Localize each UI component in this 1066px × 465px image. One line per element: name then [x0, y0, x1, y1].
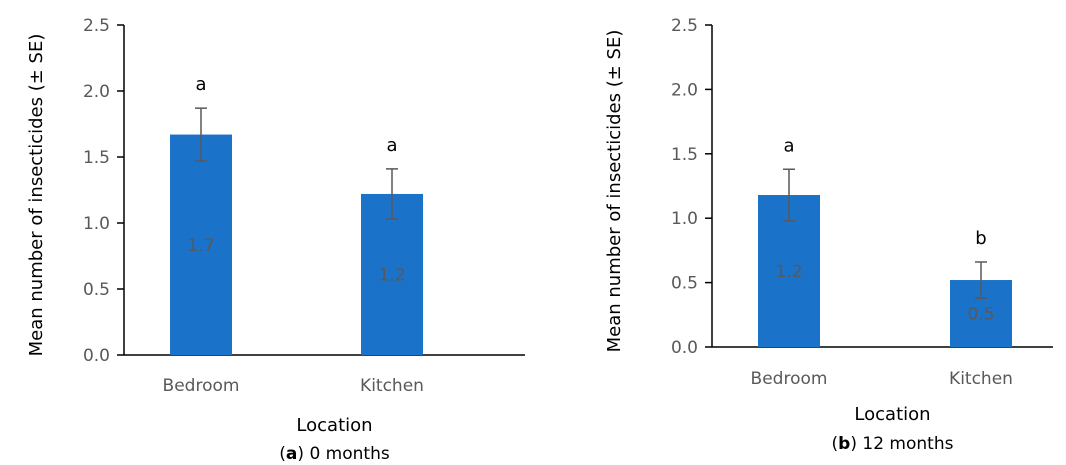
y-tick-label: 0.0: [83, 346, 110, 366]
y-tick-label: 2.5: [83, 16, 110, 36]
y-tick-label: 1.5: [83, 148, 110, 168]
y-axis-title: Mean number of insecticides (± SE): [604, 30, 625, 353]
y-tick-label: 1.5: [671, 145, 698, 165]
y-tick-label: 0.0: [671, 338, 698, 358]
x-axis-title: Location: [854, 404, 930, 425]
y-tick-label: 0.5: [83, 280, 110, 300]
y-tick-label: 2.5: [671, 16, 698, 36]
caption-paren: (: [832, 434, 839, 454]
y-tick-label: 0.5: [671, 274, 698, 294]
y-tick-label: 2.0: [83, 82, 110, 102]
data-label: 1.2: [378, 265, 405, 285]
y-tick-label: 1.0: [671, 209, 698, 229]
bar-bedroom: [170, 134, 232, 355]
significance-letter: a: [783, 135, 794, 156]
data-label: 1.2: [775, 262, 802, 282]
data-label: 1.7: [187, 236, 214, 256]
caption-text: ) 12 months: [850, 434, 953, 454]
significance-letter: b: [975, 228, 986, 249]
panel-caption: (b) 12 months: [832, 434, 954, 454]
x-category-label: Kitchen: [360, 376, 424, 396]
caption-paren: (: [279, 444, 286, 464]
caption-text: ) 0 months: [297, 444, 389, 464]
significance-letter: a: [195, 74, 206, 95]
panel-letter: b: [838, 434, 850, 454]
x-category-label: Bedroom: [751, 369, 828, 389]
x-category-label: Kitchen: [949, 369, 1013, 389]
y-tick-label: 2.0: [671, 80, 698, 100]
panel-letter: a: [286, 444, 297, 464]
y-axis-title: Mean number of insecticides (± SE): [26, 34, 47, 357]
panel-b: 0.0 0.5 1.0 1.5 2.0 2.5 1.2 a Bedroom 0.5 b Kitchen…: [604, 16, 1053, 454]
x-category-label: Bedroom: [163, 376, 240, 396]
panel-a: 0.0 0.5 1.0 1.5 2.0 2.5 1.7 a Bedroom 1.2 a Kitchen…: [26, 16, 525, 464]
y-tick-label: 1.0: [83, 214, 110, 234]
panel-caption: (a) 0 months: [279, 444, 390, 464]
data-label: 0.5: [967, 305, 994, 325]
bar-kitchen: [361, 193, 423, 355]
x-axis-title: Location: [296, 415, 372, 436]
significance-letter: a: [386, 135, 397, 156]
